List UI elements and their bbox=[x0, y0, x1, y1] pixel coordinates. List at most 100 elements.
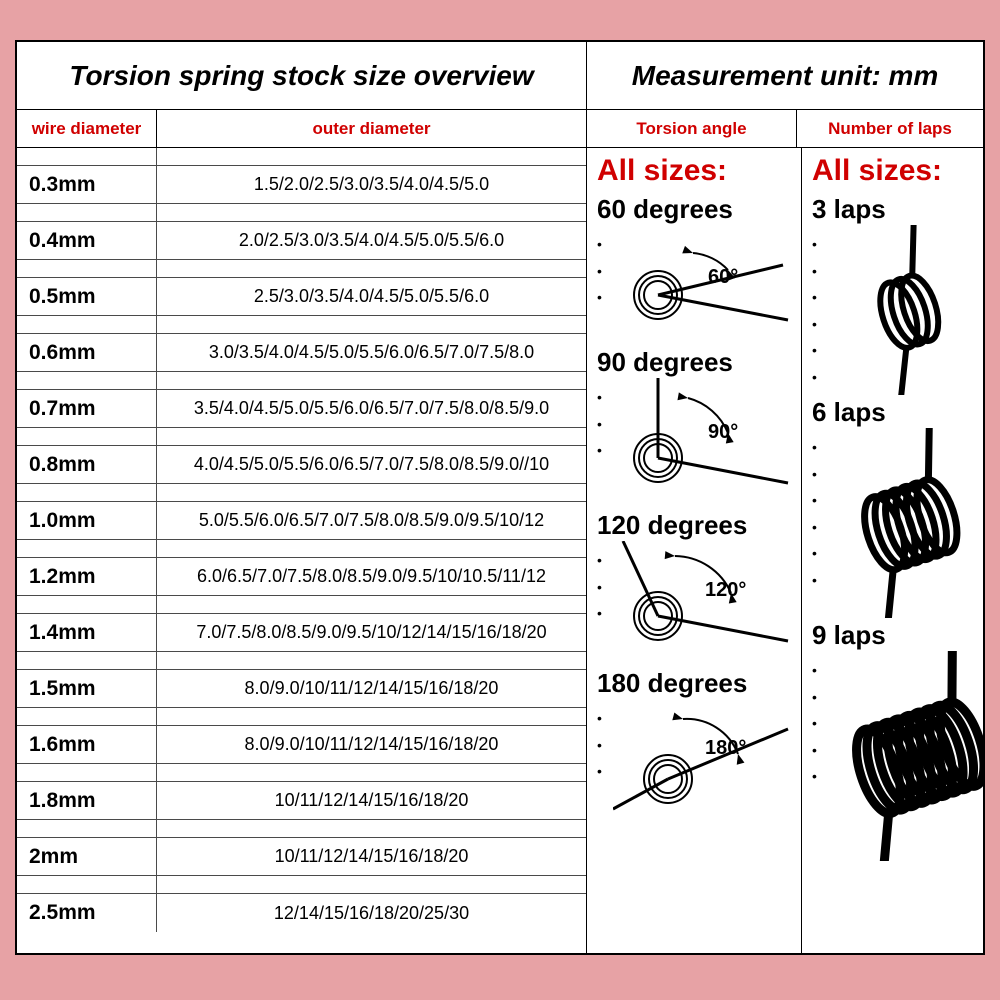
title-right: Measurement unit: mm bbox=[587, 42, 983, 109]
laps-figure: •••••• bbox=[812, 428, 983, 618]
spring-laps-icon bbox=[828, 428, 983, 618]
outer-diameter-cell: 10/11/12/14/15/16/18/20 bbox=[157, 782, 586, 819]
angle-degree-label: 90 degrees bbox=[597, 347, 793, 378]
header-number-of-laps: Number of laps bbox=[797, 110, 983, 147]
table-row: 0.6mm3.0/3.5/4.0/4.5/5.0/5.5/6.0/6.5/7.0… bbox=[17, 334, 586, 372]
wire-diameter-cell: 1.8mm bbox=[17, 782, 157, 819]
angle-figure: ••• 90° bbox=[597, 378, 793, 508]
svg-text:90°: 90° bbox=[708, 421, 738, 443]
outer-diameter-cell: 10/11/12/14/15/16/18/20 bbox=[157, 838, 586, 875]
wire-diameter-cell: 0.8mm bbox=[17, 446, 157, 483]
bullet-dots: •••••• bbox=[812, 225, 822, 391]
wire-diameter-cell: 1.0mm bbox=[17, 502, 157, 539]
laps-item: 3 laps•••••• bbox=[812, 194, 983, 395]
angle-figure: ••• 180° bbox=[597, 699, 793, 829]
svg-text:180°: 180° bbox=[705, 737, 746, 759]
header-row: wire diameter outer diameter Torsion ang… bbox=[17, 110, 983, 148]
table-spacer-row bbox=[17, 540, 586, 558]
spacer-cell bbox=[17, 820, 157, 837]
angle-item: 120 degrees••• 120° bbox=[597, 510, 793, 666]
spacer-cell bbox=[157, 148, 586, 165]
wire-diameter-cell: 0.5mm bbox=[17, 278, 157, 315]
laps-count-label: 6 laps bbox=[812, 397, 983, 428]
spacer-cell bbox=[157, 876, 586, 893]
table-row: 1.0mm5.0/5.5/6.0/6.5/7.0/7.5/8.0/8.5/9.0… bbox=[17, 502, 586, 540]
table-row: 1.8mm10/11/12/14/15/16/18/20 bbox=[17, 782, 586, 820]
angle-item: 60 degrees••• 60° bbox=[597, 194, 793, 345]
spring-laps-icon bbox=[828, 225, 983, 395]
outer-diameter-cell: 5.0/5.5/6.0/6.5/7.0/7.5/8.0/8.5/9.0/9.5/… bbox=[157, 502, 586, 539]
angle-figure: ••• 120° bbox=[597, 541, 793, 666]
spacer-cell bbox=[157, 204, 586, 221]
wire-diameter-cell: 1.4mm bbox=[17, 614, 157, 651]
wire-diameter-cell: 1.2mm bbox=[17, 558, 157, 595]
table-spacer-row bbox=[17, 316, 586, 334]
spacer-cell bbox=[17, 876, 157, 893]
laps-figure: •••••• bbox=[812, 225, 983, 395]
title-left: Torsion spring stock size overview bbox=[17, 42, 587, 109]
torsion-angle-icon: 120° bbox=[613, 541, 793, 666]
spacer-cell bbox=[17, 428, 157, 445]
spacer-cell bbox=[157, 596, 586, 613]
outer-diameter-cell: 3.0/3.5/4.0/4.5/5.0/5.5/6.0/6.5/7.0/7.5/… bbox=[157, 334, 586, 371]
angle-figure: ••• 60° bbox=[597, 225, 793, 345]
body-row: 0.3mm1.5/2.0/2.5/3.0/3.5/4.0/4.5/5.0 0.4m… bbox=[17, 148, 983, 953]
header-torsion-angle: Torsion angle bbox=[587, 110, 797, 147]
table-row: 2mm10/11/12/14/15/16/18/20 bbox=[17, 838, 586, 876]
angle-degree-label: 180 degrees bbox=[597, 668, 793, 699]
size-table: 0.3mm1.5/2.0/2.5/3.0/3.5/4.0/4.5/5.0 0.4m… bbox=[17, 148, 587, 953]
outer-diameter-cell: 1.5/2.0/2.5/3.0/3.5/4.0/4.5/5.0 bbox=[157, 166, 586, 203]
outer-diameter-cell: 12/14/15/16/18/20/25/30 bbox=[157, 894, 586, 932]
table-row: 0.3mm1.5/2.0/2.5/3.0/3.5/4.0/4.5/5.0 bbox=[17, 166, 586, 204]
table-row: 1.2mm6.0/6.5/7.0/7.5/8.0/8.5/9.0/9.5/10/… bbox=[17, 558, 586, 596]
torsion-angle-icon: 180° bbox=[613, 699, 793, 829]
wire-diameter-cell: 0.7mm bbox=[17, 390, 157, 427]
bullet-dots: ••• bbox=[597, 225, 607, 311]
spacer-cell bbox=[157, 428, 586, 445]
wire-diameter-cell: 0.6mm bbox=[17, 334, 157, 371]
table-spacer-row bbox=[17, 652, 586, 670]
spec-sheet: Torsion spring stock size overview Measu… bbox=[15, 40, 985, 955]
table-spacer-row bbox=[17, 428, 586, 446]
spacer-cell bbox=[157, 820, 586, 837]
spring-laps-icon bbox=[828, 651, 983, 861]
angle-item: 90 degrees••• 90° bbox=[597, 347, 793, 508]
outer-diameter-cell: 4.0/4.5/5.0/5.5/6.0/6.5/7.0/7.5/8.0/8.5/… bbox=[157, 446, 586, 483]
spacer-cell bbox=[17, 260, 157, 277]
angle-degree-label: 120 degrees bbox=[597, 510, 793, 541]
spacer-cell bbox=[17, 540, 157, 557]
wire-diameter-cell: 0.4mm bbox=[17, 222, 157, 259]
table-spacer-row bbox=[17, 372, 586, 390]
laps-item: 9 laps••••• bbox=[812, 620, 983, 861]
table-spacer-row bbox=[17, 876, 586, 894]
laps-count-label: 9 laps bbox=[812, 620, 983, 651]
outer-diameter-cell: 8.0/9.0/10/11/12/14/15/16/18/20 bbox=[157, 670, 586, 707]
bullet-dots: ••• bbox=[597, 541, 607, 627]
outer-diameter-cell: 2.5/3.0/3.5/4.0/4.5/5.0/5.5/6.0 bbox=[157, 278, 586, 315]
laps-panel: All sizes: 3 laps•••••• 6 laps•••••• 9 l… bbox=[802, 148, 983, 953]
laps-figure: ••••• bbox=[812, 651, 983, 861]
wire-diameter-cell: 2.5mm bbox=[17, 894, 157, 932]
header-outer-diameter: outer diameter bbox=[157, 110, 587, 147]
spacer-cell bbox=[17, 372, 157, 389]
table-spacer-row bbox=[17, 484, 586, 502]
bullet-dots: ••••• bbox=[812, 651, 822, 790]
spacer-cell bbox=[157, 540, 586, 557]
outer-diameter-cell: 3.5/4.0/4.5/5.0/5.5/6.0/6.5/7.0/7.5/8.0/… bbox=[157, 390, 586, 427]
spacer-cell bbox=[17, 764, 157, 781]
outer-diameter-cell: 2.0/2.5/3.0/3.5/4.0/4.5/5.0/5.5/6.0 bbox=[157, 222, 586, 259]
wire-diameter-cell: 1.5mm bbox=[17, 670, 157, 707]
header-wire-diameter: wire diameter bbox=[17, 110, 157, 147]
spacer-cell bbox=[17, 148, 157, 165]
table-spacer-row bbox=[17, 148, 586, 166]
bullet-dots: ••• bbox=[597, 699, 607, 785]
bullet-dots: •••••• bbox=[812, 428, 822, 594]
spacer-cell bbox=[17, 204, 157, 221]
spacer-cell bbox=[157, 484, 586, 501]
table-row: 0.4mm2.0/2.5/3.0/3.5/4.0/4.5/5.0/5.5/6.0 bbox=[17, 222, 586, 260]
wire-diameter-cell: 2mm bbox=[17, 838, 157, 875]
laps-item: 6 laps•••••• bbox=[812, 397, 983, 618]
outer-diameter-cell: 8.0/9.0/10/11/12/14/15/16/18/20 bbox=[157, 726, 586, 763]
outer-diameter-cell: 6.0/6.5/7.0/7.5/8.0/8.5/9.0/9.5/10/10.5/… bbox=[157, 558, 586, 595]
wire-diameter-cell: 1.6mm bbox=[17, 726, 157, 763]
